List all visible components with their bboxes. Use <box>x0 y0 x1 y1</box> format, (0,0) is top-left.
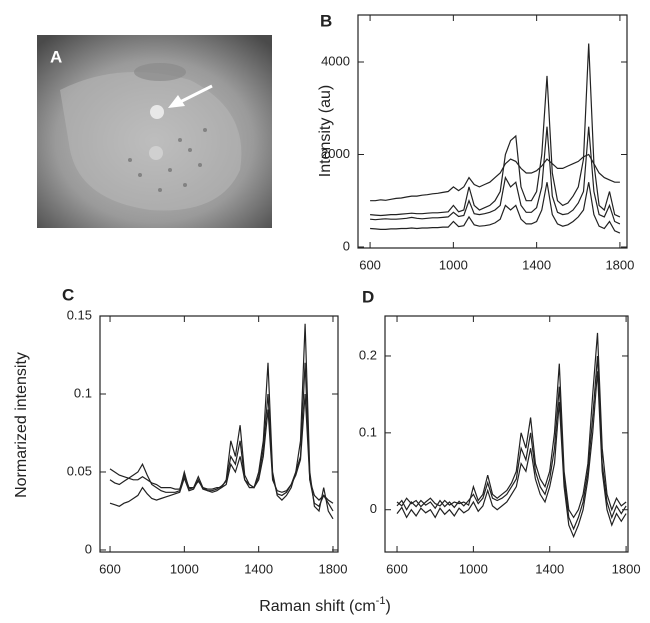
panel-label: A <box>50 47 62 66</box>
y-axis-label: Normarized intensity <box>13 352 30 498</box>
micrograph: A <box>37 35 272 228</box>
y-tick-label: 0 <box>370 501 377 516</box>
plot-frame <box>357 14 628 249</box>
spectrum-line <box>370 153 620 202</box>
y-tick-label: 0 <box>343 238 350 253</box>
y-tick-label: 0.1 <box>74 385 92 400</box>
x-axis-label-end: ) <box>385 598 390 615</box>
x-tick-label: 600 <box>99 561 121 576</box>
plot-frame <box>99 315 339 553</box>
spectrum-line <box>370 126 621 225</box>
y-axis-label: Intensity (au) <box>317 85 334 177</box>
y-tick-label: 0.1 <box>359 424 377 439</box>
x-tick-label: 1000 <box>439 257 468 272</box>
x-tick-label: 1000 <box>459 561 488 576</box>
spectrum-line <box>396 355 627 531</box>
x-tick-label: 1400 <box>244 561 273 576</box>
x-tick-label: 1400 <box>535 561 564 576</box>
y-tick-label: 4000 <box>321 53 350 68</box>
y-tick-label: 2000 <box>321 146 350 161</box>
spectrum-line <box>109 393 334 504</box>
spectrum-line <box>109 362 334 512</box>
panel-label: B <box>320 11 332 30</box>
x-tick-label: 1400 <box>522 257 551 272</box>
spectrum-line <box>396 371 627 539</box>
y-tick-label: 0.05 <box>67 463 92 478</box>
spectrum-line <box>370 182 621 234</box>
x-axis-label-sup: -1 <box>376 595 386 607</box>
panel-label: D <box>362 287 374 306</box>
plot-frame <box>384 315 629 553</box>
y-tick-label: 0.15 <box>67 307 92 322</box>
x-tick-label: 1000 <box>170 561 199 576</box>
spectrum-line <box>370 43 621 218</box>
x-tick-label: 600 <box>359 257 381 272</box>
x-tick-label: 1800 <box>605 257 634 272</box>
x-axis-label-text: Raman shift (cm <box>259 598 375 615</box>
x-axis-label: Raman shift (cm-1) <box>259 595 391 615</box>
x-tick-label: 600 <box>386 561 408 576</box>
x-tick-label: 1800 <box>319 561 348 576</box>
panel-label: C <box>62 285 74 304</box>
spectrum-line <box>396 332 627 519</box>
x-tick-label: 1800 <box>612 561 641 576</box>
y-tick-label: 0.2 <box>359 347 377 362</box>
y-tick-label: 0 <box>85 541 92 556</box>
